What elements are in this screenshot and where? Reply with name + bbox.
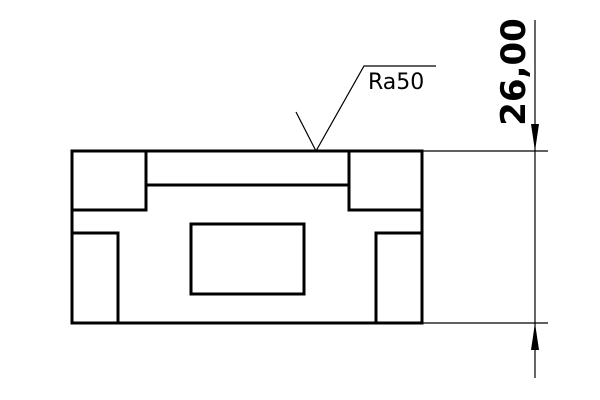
center-window (191, 224, 304, 294)
part-outline (72, 151, 422, 323)
arrowhead-bottom (531, 323, 539, 350)
right-groove-step (349, 151, 422, 210)
left-groove-step (72, 151, 146, 210)
surface-roughness-symbol: Ra50 (296, 66, 436, 151)
outer-body (72, 151, 422, 323)
arrowhead-top (531, 124, 539, 151)
right-lower-pocket (376, 233, 422, 323)
left-lower-pocket (72, 233, 118, 323)
height-dimension: 26,00 (422, 18, 548, 378)
roughness-label: Ra50 (368, 70, 424, 95)
dimension-label: 26,00 (494, 18, 534, 126)
